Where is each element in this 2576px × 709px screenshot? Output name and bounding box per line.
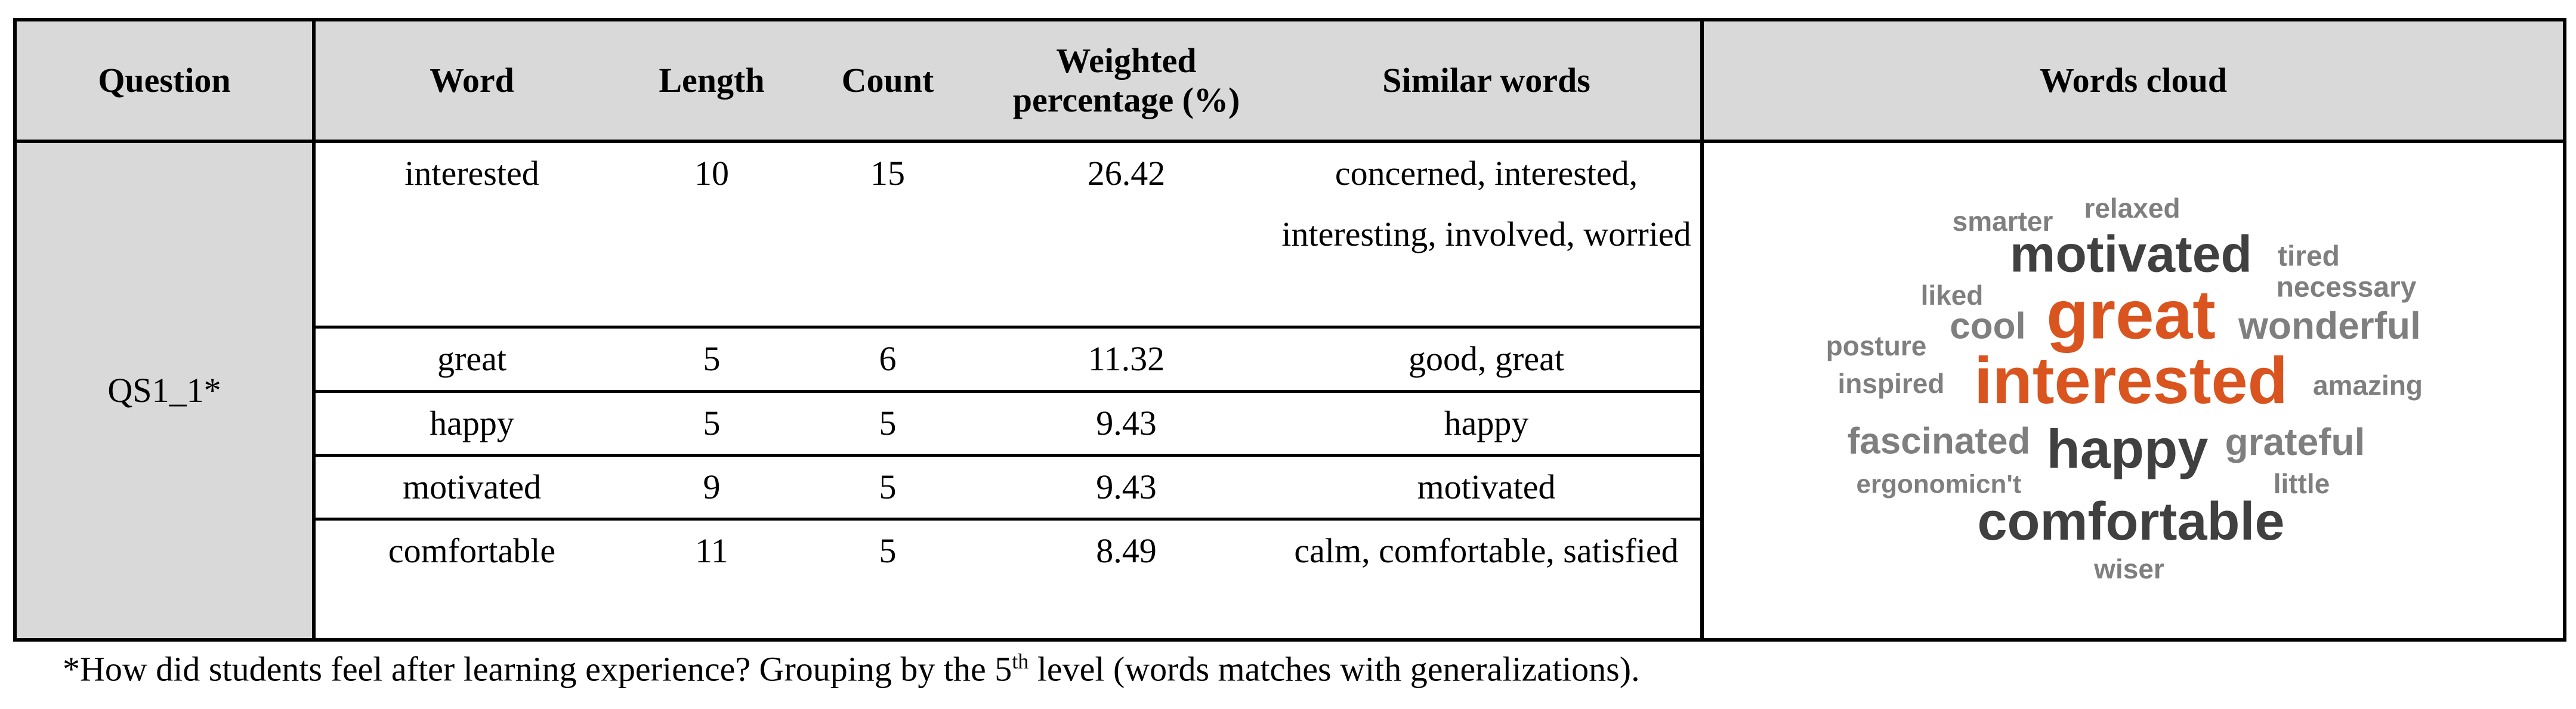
table-cell: concerned, interested, interesting, invo… (1272, 141, 1702, 329)
column-header: Word (314, 18, 628, 143)
word-cloud-cell (1700, 141, 2566, 642)
table-cell: comfortable (314, 519, 628, 642)
table-cell: 11.32 (980, 327, 1272, 393)
table-row: great 5 6 11.32 good, great (15, 327, 2565, 393)
column-header: Weighted percentage (%) (980, 18, 1272, 143)
footnote-text: level (words matches with generalization… (1028, 649, 1640, 689)
table-cell: 5 (795, 391, 980, 457)
table-cell: good, great (1272, 327, 1702, 393)
table-cell: 26.42 (980, 141, 1272, 329)
table-cell: interested (314, 141, 628, 329)
table-cell: 9.43 (980, 391, 1272, 457)
table-cell: motivated (314, 455, 628, 521)
footnote-superscript: th (1012, 649, 1029, 673)
table-cell: 9.43 (980, 455, 1272, 521)
table-cell: 5 (628, 327, 795, 393)
table-cell: happy (314, 391, 628, 457)
table-cell: 9 (628, 455, 795, 521)
table-cell: great (314, 327, 628, 393)
table-cell: calm, comfortable, satisfied (1272, 519, 1702, 642)
table-cell: happy (1272, 391, 1702, 457)
footnote-text: *How did students feel after learning ex… (63, 649, 1012, 689)
question-cell: QS1_1* (13, 141, 316, 642)
table-body: QS1_1* interested 10 15 26.42 concerned, inte… (13, 141, 2566, 642)
table-cell: 5 (795, 455, 980, 521)
column-header: Question (13, 18, 316, 143)
table-cell: 15 (795, 141, 980, 329)
header-row: Question Word Length Count Weighted percenta… (13, 18, 2566, 143)
table-cell: 10 (628, 141, 795, 329)
table-row: comfortable 11 5 8.49 calm, comfortable, sat… (15, 519, 2565, 642)
table-row: motivated 9 5 9.43 motivated (15, 455, 2565, 521)
table-cell: 8.49 (980, 519, 1272, 642)
footnote: *How did students feel after learning ex… (63, 649, 1640, 689)
table-cell: 5 (628, 391, 795, 457)
table-cell: 11 (628, 519, 795, 642)
table-cell: motivated (1272, 455, 1702, 521)
table-cell: 5 (795, 519, 980, 642)
column-header: Similar words (1272, 18, 1702, 143)
table-cell: 6 (795, 327, 980, 393)
results-table: Question Word Length Count Weighted percenta… (13, 18, 2566, 642)
table-row: QS1_1* interested 10 15 26.42 concerned, inte… (13, 141, 2566, 642)
column-header: Words cloud (1700, 18, 2566, 143)
column-header: Count (795, 18, 980, 143)
column-header: Length (628, 18, 795, 143)
table-row: happy 5 5 9.43 happy (15, 391, 2565, 457)
